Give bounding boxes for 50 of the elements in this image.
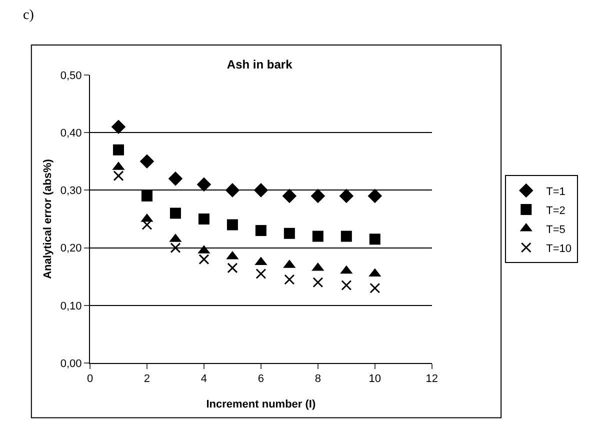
point [170, 242, 181, 254]
x-tick-label: 12 [426, 373, 438, 386]
point [112, 144, 124, 156]
point [284, 274, 295, 285]
legend-label: T=5 [546, 224, 566, 236]
text: c) [23, 8, 34, 23]
y-tick-label: 0,00 [60, 358, 82, 370]
point [113, 170, 124, 182]
x-tick-label: 10 [368, 373, 382, 386]
point [226, 219, 238, 230]
point [254, 183, 268, 198]
point [168, 172, 183, 186]
point [198, 214, 210, 224]
y-tick-label: 0,10 [60, 300, 82, 312]
point [310, 188, 326, 204]
x-tick-label: 0 [86, 373, 94, 386]
point [312, 277, 324, 288]
point [339, 188, 354, 204]
point [225, 183, 240, 198]
point [255, 225, 266, 236]
x-tick-label: 6 [258, 373, 264, 386]
legend-label: T=1 [546, 186, 566, 198]
point [282, 188, 297, 204]
point [198, 254, 210, 265]
point [141, 190, 152, 202]
x-tick-label: 4 [200, 373, 208, 386]
point [140, 154, 154, 169]
legend-label: T=10 [546, 242, 572, 255]
y-axis-title: Analytical error (abs%) [42, 158, 54, 279]
y-tick-label: 0,20 [60, 242, 82, 255]
point [256, 268, 266, 279]
point [369, 234, 380, 245]
x-tick-label: 8 [314, 373, 321, 386]
point [170, 208, 181, 219]
point [312, 230, 324, 242]
point [340, 230, 352, 242]
point [370, 282, 380, 294]
legend-label: T=2 [546, 204, 566, 217]
y-tick-label: 0,50 [60, 70, 82, 82]
point [111, 120, 126, 134]
point [227, 262, 238, 274]
point [196, 177, 212, 192]
point [368, 188, 382, 204]
chart-title: Ash in bark [226, 57, 293, 72]
y-tick-label: 0,30 [60, 185, 82, 198]
point [341, 280, 352, 290]
y-tick-label: 0,40 [60, 127, 82, 140]
x-axis-title: Increment number (I) [206, 398, 316, 410]
point [284, 228, 295, 239]
x-tick-label: 2 [144, 373, 150, 386]
